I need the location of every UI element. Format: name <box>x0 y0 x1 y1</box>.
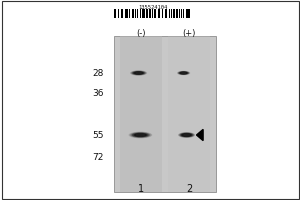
Polygon shape <box>196 129 203 141</box>
Ellipse shape <box>135 72 142 74</box>
Bar <box>171 9 172 18</box>
Bar <box>129 9 130 18</box>
Bar <box>132 9 134 18</box>
Ellipse shape <box>182 72 185 74</box>
Bar <box>114 36 216 192</box>
Bar <box>118 9 119 18</box>
Bar <box>183 9 184 18</box>
Ellipse shape <box>129 132 152 138</box>
Bar <box>158 9 160 18</box>
Ellipse shape <box>184 134 189 136</box>
Text: (+): (+) <box>182 29 196 38</box>
Ellipse shape <box>180 72 187 74</box>
Bar <box>152 9 153 18</box>
Ellipse shape <box>135 134 146 136</box>
Ellipse shape <box>133 71 145 75</box>
Bar <box>121 9 123 18</box>
Ellipse shape <box>181 72 186 74</box>
Ellipse shape <box>134 72 143 74</box>
Ellipse shape <box>181 133 193 137</box>
Text: 72: 72 <box>92 154 103 162</box>
Bar <box>142 9 144 18</box>
Ellipse shape <box>131 71 146 75</box>
Bar <box>145 9 146 18</box>
Bar <box>181 9 182 18</box>
Bar <box>146 9 148 18</box>
Bar <box>137 9 138 18</box>
Ellipse shape <box>178 71 189 75</box>
Text: (-): (-) <box>136 29 146 38</box>
Bar <box>165 9 167 18</box>
Ellipse shape <box>181 72 186 74</box>
Bar <box>179 9 180 18</box>
Ellipse shape <box>130 132 151 138</box>
Ellipse shape <box>135 72 142 74</box>
Bar <box>169 9 170 18</box>
Bar <box>161 9 163 18</box>
Text: 55: 55 <box>92 132 103 140</box>
Ellipse shape <box>136 133 145 137</box>
Bar <box>114 9 116 18</box>
Bar <box>135 9 136 18</box>
Bar <box>186 9 188 18</box>
Ellipse shape <box>183 134 190 136</box>
Ellipse shape <box>137 134 144 136</box>
Bar <box>120 36 162 192</box>
Ellipse shape <box>136 72 141 74</box>
Bar <box>154 9 156 18</box>
Bar <box>188 9 190 18</box>
Bar <box>168 36 210 192</box>
Ellipse shape <box>182 133 191 137</box>
Ellipse shape <box>132 133 149 137</box>
Bar <box>176 9 178 18</box>
Ellipse shape <box>134 133 147 137</box>
Ellipse shape <box>177 71 190 75</box>
Bar <box>173 9 175 18</box>
Ellipse shape <box>179 133 194 137</box>
Text: 28: 28 <box>92 70 103 78</box>
Bar <box>125 9 127 18</box>
Ellipse shape <box>130 70 147 76</box>
Ellipse shape <box>183 133 190 137</box>
Bar <box>149 9 151 18</box>
Bar <box>140 9 141 18</box>
Ellipse shape <box>178 132 195 138</box>
Text: 2: 2 <box>186 184 192 194</box>
Ellipse shape <box>179 71 188 75</box>
Text: 135524104: 135524104 <box>138 5 168 10</box>
Text: 36: 36 <box>92 90 103 98</box>
Text: 1: 1 <box>138 184 144 194</box>
